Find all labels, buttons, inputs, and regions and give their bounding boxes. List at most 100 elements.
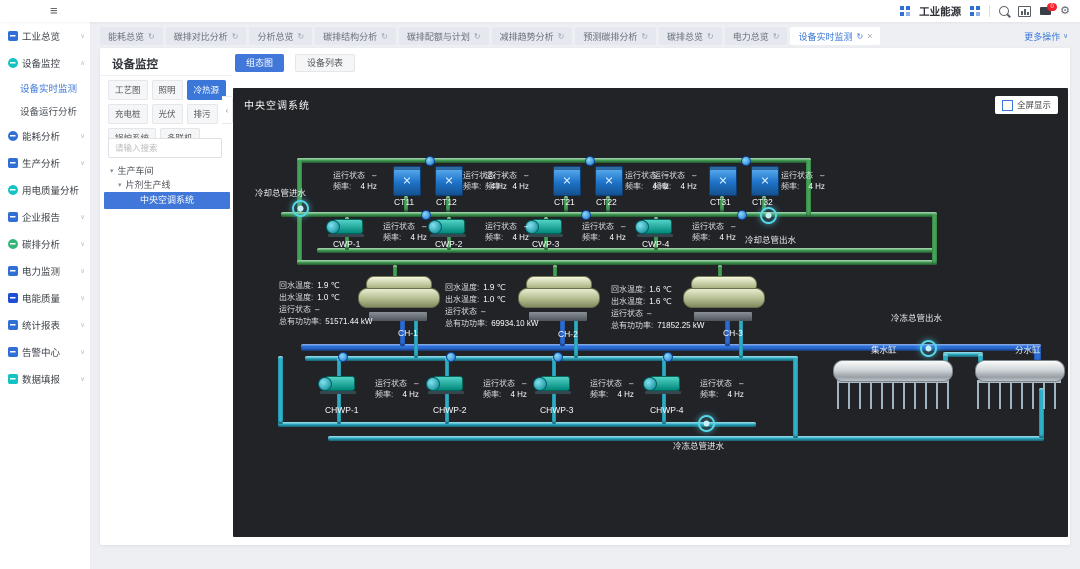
fan-icon: ✕ [604,175,614,188]
chiller-unit[interactable] [358,276,440,321]
refresh-icon[interactable]: ↻ [473,31,481,41]
cooling-tower[interactable]: ✕ [595,166,623,196]
sidebar-item-data-filling[interactable]: 数据填报 ∨ [0,365,90,392]
refresh-icon[interactable]: ↻ [381,31,388,41]
filter-drainage[interactable]: 排污 [186,104,218,124]
sidebar-subitem-device-realtime[interactable]: 设备实时监测 [20,83,78,95]
flow-sensor[interactable] [698,415,715,432]
document-icon [8,211,18,222]
device-tag: CHWP-3 [540,405,574,415]
fullscreen-button[interactable]: 全屏显示 [994,96,1058,114]
close-icon[interactable]: × [867,31,873,41]
sidebar-item-industry-overview[interactable]: 工业总览 ∨ [0,22,90,49]
device-tag: CH-1 [398,328,418,338]
sidebar-item-power-quality-analysis[interactable]: 用电质量分析 [0,176,90,203]
tab-carbon-forecast[interactable]: 预测碳排分析 ↻ [575,27,657,45]
chilled-water-pump[interactable] [643,376,681,394]
tab-carbon-structure[interactable]: 碳排结构分析 ↻ [315,27,396,45]
more-actions-button[interactable]: 更多操作 ∨ [1024,31,1068,42]
filter-photovoltaic[interactable]: 光伏 [151,104,183,124]
chilled-water-pump[interactable] [533,376,571,394]
chilled-water-pump[interactable] [426,376,464,394]
tab-device-realtime-active[interactable]: 设备实时监测 ↻ × [790,27,881,45]
refresh-icon[interactable]: ↻ [557,31,565,41]
fullscreen-icon [1001,99,1013,111]
distributor-tank[interactable] [975,360,1065,382]
sidebar-item-alarm-center[interactable]: 告警中心 ∨ [0,338,90,365]
tab-analysis-overview[interactable]: 分析总览 ↻ [249,27,313,45]
tab-reduction-trend[interactable]: 减排趋势分析 ↻ [491,27,573,45]
cooling-water-pump[interactable] [635,219,673,237]
tab-carbon-compare[interactable]: 碳排对比分析 ↻ [165,27,247,45]
flow-sensor[interactable] [920,340,937,357]
chiller-unit[interactable] [518,276,600,321]
pipe-chiller-cyan-drop [574,318,578,358]
chiller-unit[interactable] [683,276,765,321]
search-icon[interactable] [999,6,1010,16]
sidebar-item-production-analysis[interactable]: 生产分析 ∨ [0,149,90,176]
menu-collapse-icon[interactable]: ≡ [50,3,58,18]
fan-icon: ✕ [718,175,728,188]
cooling-tower[interactable]: ✕ [435,166,463,196]
refresh-icon[interactable]: ↻ [707,31,714,41]
sidebar-subitem-device-operation[interactable]: 设备运行分析 [20,106,78,118]
view-tab-diagram[interactable]: 组态图 [235,54,285,72]
filter-charging-pile[interactable]: 充电桩 [108,104,148,124]
caret-down-icon: ▾ [118,181,122,189]
refresh-icon[interactable]: ↻ [772,31,780,41]
flow-sensor[interactable] [760,207,777,224]
label-cooling-outlet: 冷却总管出水 [745,235,797,245]
sidebar-item-device-monitoring[interactable]: 设备监控 ∧ [0,49,90,76]
view-tab-device-list[interactable]: 设备列表 [295,54,356,72]
valve-icon [338,352,348,362]
app-grid-icon[interactable] [900,6,911,16]
filter-hvac-source[interactable]: 冷热源 [186,80,227,100]
filter-lighting[interactable]: 照明 [151,80,183,100]
chilled-water-pump[interactable] [318,376,356,394]
refresh-icon[interactable]: ↻ [297,31,305,41]
shield-icon [8,292,18,303]
tab-carbon-quota[interactable]: 碳排配额与计划 ↻ [398,27,489,45]
search-input[interactable] [108,138,222,158]
tab-carbon-overview[interactable]: 碳排总览 ↻ [659,27,722,45]
tab-power-overview[interactable]: 电力总览 ↻ [724,27,788,45]
collector-tank[interactable] [833,360,953,382]
flow-sensor[interactable] [292,200,309,217]
cooling-water-pump[interactable] [326,219,364,237]
cooling-tower[interactable]: ✕ [709,166,737,196]
chiller-base [529,312,587,321]
chevron-down-icon: ∨ [80,294,85,302]
filter-process-diagram[interactable]: 工艺图 [108,80,148,100]
refresh-icon[interactable]: ↻ [641,31,649,41]
refresh-icon[interactable]: ↻ [148,31,155,41]
sidebar-item-statistics-report[interactable]: 统计报表 ∨ [0,311,90,338]
apps-switcher-icon[interactable] [970,6,981,16]
cooling-tower[interactable]: ✕ [393,166,421,196]
monitor-alert-icon[interactable]: 0 [1040,3,1058,15]
panel-collapse-handle[interactable]: ‹ [222,96,233,124]
pipe-green-top-rail [297,158,811,163]
sidebar-item-carbon-analysis[interactable]: 碳排分析 ∨ [0,230,90,257]
cooling-tower[interactable]: ✕ [751,166,779,196]
cooling-water-pump[interactable] [428,219,466,237]
sidebar-item-power-monitoring[interactable]: 电力监测 ∨ [0,257,90,284]
sidebar-item-enterprise-report[interactable]: 企业报告 ∨ [0,203,90,230]
sidebar-item-power-quality[interactable]: 电能质量 ∨ [0,284,90,311]
chevron-down-icon: ∨ [80,32,85,40]
chevron-down-icon: ∨ [80,132,85,140]
tree-node-production-line[interactable]: ▾ 片剂生产线 [118,180,171,190]
gear-icon[interactable]: ⚙ [1060,4,1070,17]
ring-icon [8,184,18,195]
tree-node-workshop[interactable]: ▾ 生产车间 [110,166,154,176]
cooling-water-pump[interactable] [525,219,563,237]
pipe-tower-drop [564,196,568,212]
refresh-icon[interactable]: ↻ [856,31,864,41]
pipe-cyan-left-connector [278,356,283,424]
tree-node-central-ac-selected[interactable]: 中央空调系统 [104,192,230,209]
dashboard-icon[interactable] [1018,5,1032,17]
cooling-tower[interactable]: ✕ [553,166,581,196]
carbon-pie-icon [8,238,18,249]
tab-energy-overview[interactable]: 能耗总览 ↻ [100,27,163,45]
refresh-icon[interactable]: ↻ [231,31,239,41]
sidebar-item-energy-analysis[interactable]: 能耗分析 ∨ [0,122,90,149]
